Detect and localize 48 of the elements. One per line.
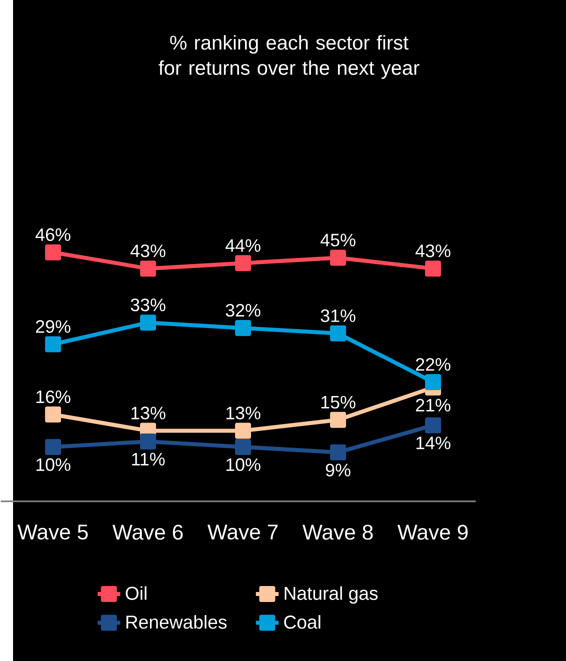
data-label: 32% [226,304,260,317]
x-tick-label: Wave 9 [397,524,468,540]
point [425,417,442,434]
point [235,320,252,336]
data-label: 33% [130,298,166,312]
data-label: 9% [326,464,350,476]
point [235,255,252,272]
point [140,434,156,450]
point [235,422,252,439]
point [45,244,62,260]
data-label: 16% [36,390,70,404]
point [330,412,346,428]
x-tick-label: Wave 5 [17,524,88,540]
data-label: 11% [132,452,165,466]
legend-label: Natural gas [284,586,378,604]
data-label: 43% [130,244,166,258]
point [425,374,442,390]
x-tick-label: Wave 7 [207,524,278,540]
legend-label: Oil [126,586,146,600]
data-label: 13% [131,406,166,420]
data-label: 13% [226,406,260,420]
point [330,325,346,342]
x-tick-label: Wave 6 [112,524,183,540]
data-label: 10% [226,458,260,471]
legend-label: Renewables [126,615,227,629]
data-label: 46% [36,228,70,241]
point [45,438,62,455]
point [140,260,156,277]
data-label: 15% [321,396,356,409]
x-tick-label: Wave 8 [302,524,373,540]
point [45,336,62,352]
point [330,250,346,266]
point [425,260,442,277]
point [45,406,62,423]
data-label: 14% [416,436,450,450]
point [330,444,346,460]
data-label: 31% [320,309,356,322]
chart-title: % ranking each sector first for returns over the next year [158,35,420,79]
data-label: 22% [416,358,450,371]
point [140,314,156,331]
legend-label: Coal [284,615,320,629]
data-label: 45% [320,234,356,246]
data-label: 44% [226,239,260,252]
data-label: 29% [36,320,70,333]
point [235,438,252,455]
data-label: 10% [36,458,70,471]
data-label: 43% [415,244,450,258]
data-label: 21% [416,398,450,412]
